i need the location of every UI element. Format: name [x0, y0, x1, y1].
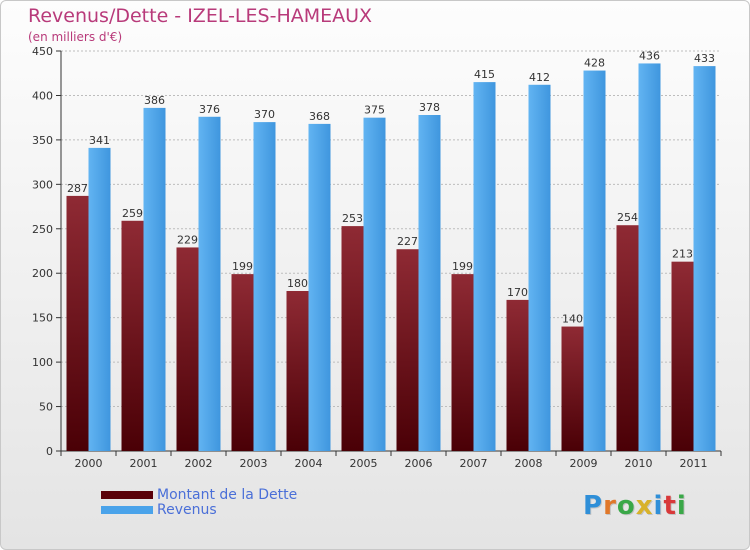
logo-letter: i — [676, 491, 687, 521]
data-label-revenus-2005: 375 — [364, 104, 385, 117]
bar-revenus-2010 — [638, 63, 661, 451]
x-tick-label: 2007 — [460, 457, 488, 470]
data-label-dette-2002: 229 — [177, 233, 198, 246]
bar-revenus-2011 — [693, 66, 716, 451]
data-label-dette-2008: 170 — [507, 286, 528, 299]
logo-letter: P — [583, 491, 604, 521]
data-labels: 287 341 259 386 229 376 199 370 180 368 253 375 227 3… — [67, 49, 715, 325]
bars — [66, 63, 716, 452]
data-label-dette-2001: 259 — [122, 207, 143, 220]
y-tick-label: 450 — [32, 45, 53, 58]
axes: 0 50 100 150 200 250 300 350 400 450 2000 2001 2002 2… — [32, 45, 722, 470]
x-tick-label: 2000 — [75, 457, 103, 470]
bar-revenus-2002 — [198, 116, 221, 452]
x-tick-label: 2011 — [680, 457, 708, 470]
bar-revenus-2006 — [418, 115, 441, 451]
data-label-dette-2004: 180 — [287, 277, 308, 290]
x-tick-label: 2003 — [240, 457, 268, 470]
bar-revenus-2000 — [88, 147, 111, 451]
bar-dette-2011 — [671, 261, 694, 451]
x-tick-label: 2005 — [350, 457, 378, 470]
bar-dette-2003 — [231, 274, 254, 451]
data-label-revenus-2007: 415 — [474, 68, 495, 81]
bar-revenus-2007 — [473, 82, 496, 451]
data-label-dette-2000: 287 — [67, 182, 88, 195]
x-tick-label: 2010 — [625, 457, 653, 470]
legend-swatch-revenus — [101, 506, 153, 514]
x-tick-label: 2002 — [185, 457, 213, 470]
bar-dette-2007 — [451, 274, 474, 451]
data-label-revenus-2011: 433 — [694, 52, 715, 65]
logo-letter: r — [603, 491, 617, 521]
proxiti-logo: Proxiti — [583, 491, 687, 521]
x-tick-label: 2006 — [405, 457, 433, 470]
y-tick-label: 100 — [32, 356, 53, 369]
data-label-dette-2007: 199 — [452, 260, 473, 273]
y-tick-label: 350 — [32, 134, 53, 147]
y-tick-label: 0 — [46, 445, 53, 458]
data-label-revenus-2001: 386 — [144, 94, 165, 107]
y-tick-label: 200 — [32, 267, 53, 280]
y-tick-label: 400 — [32, 89, 53, 102]
data-label-dette-2006: 227 — [397, 235, 418, 248]
bar-revenus-2008 — [528, 84, 551, 452]
logo-letter: x — [635, 491, 654, 521]
logo-letter: t — [663, 491, 677, 521]
data-label-revenus-2010: 436 — [639, 49, 660, 62]
bar-revenus-2009 — [583, 70, 606, 452]
x-tick-label: 2001 — [130, 457, 158, 470]
bar-dette-2002 — [176, 247, 199, 451]
data-label-dette-2011: 213 — [672, 248, 693, 261]
data-label-dette-2010: 254 — [617, 211, 638, 224]
legend-swatch-dette — [101, 491, 153, 499]
data-label-revenus-2000: 341 — [89, 134, 110, 147]
logo-letter: o — [616, 491, 636, 521]
x-tick-label: 2004 — [295, 457, 323, 470]
bar-dette-2006 — [396, 249, 419, 451]
bar-revenus-2005 — [363, 117, 386, 452]
bar-revenus-2003 — [253, 122, 276, 451]
bar-dette-2008 — [506, 299, 529, 451]
bar-revenus-2001 — [143, 107, 166, 451]
bar-dette-2010 — [616, 225, 639, 451]
data-label-revenus-2002: 376 — [199, 103, 220, 116]
data-label-dette-2003: 199 — [232, 260, 253, 273]
bar-dette-2009 — [561, 326, 584, 451]
data-label-revenus-2008: 412 — [529, 71, 550, 84]
bar-revenus-2004 — [308, 123, 331, 451]
y-tick-label: 150 — [32, 312, 53, 325]
data-label-revenus-2006: 378 — [419, 101, 440, 114]
logo-letter: i — [653, 491, 664, 521]
x-tick-label: 2008 — [515, 457, 543, 470]
bar-dette-2004 — [286, 291, 309, 451]
bar-dette-2001 — [121, 220, 144, 451]
data-label-dette-2005: 253 — [342, 212, 363, 225]
bar-dette-2000 — [66, 195, 89, 451]
data-label-revenus-2009: 428 — [584, 57, 605, 70]
data-label-revenus-2003: 370 — [254, 108, 275, 121]
data-label-dette-2009: 140 — [562, 313, 583, 326]
y-tick-label: 50 — [39, 401, 53, 414]
chart-title: Revenus/Dette - IZEL-LES-HAMEAUX — [28, 5, 373, 27]
x-tick-label: 2009 — [570, 457, 598, 470]
data-label-revenus-2004: 368 — [309, 110, 330, 123]
chart-subtitle: (en milliers d'€) — [28, 30, 123, 44]
bar-dette-2005 — [341, 226, 364, 451]
legend-label-dette: Montant de la Dette — [157, 487, 298, 503]
legend-label-revenus: Revenus — [157, 502, 217, 518]
y-tick-label: 250 — [32, 223, 53, 236]
y-tick-label: 300 — [32, 178, 53, 191]
